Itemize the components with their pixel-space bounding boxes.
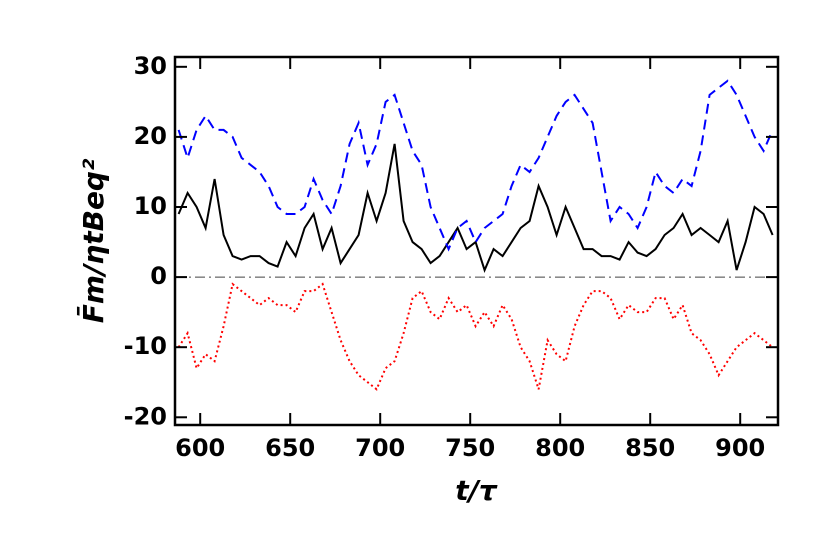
x-tick-label: 900	[715, 434, 765, 462]
y-tick-label: -10	[124, 332, 167, 360]
x-axis-label: t/τ	[455, 474, 498, 507]
y-tick-label: 20	[134, 122, 167, 150]
data-line	[177, 282, 774, 391]
data-line	[177, 143, 774, 273]
data-line	[177, 79, 774, 252]
x-tick-label: 750	[445, 434, 495, 462]
y-tick-label: 0	[150, 262, 167, 290]
x-tick-label: 600	[175, 434, 225, 462]
y-axis-label: F̄m/ηtBeq²	[76, 158, 110, 323]
y-tick-label: -20	[124, 402, 167, 430]
plot-frame	[173, 55, 780, 427]
y-tick-label: 30	[134, 52, 167, 80]
x-tick-label: 850	[625, 434, 675, 462]
x-tick-label: 800	[535, 434, 585, 462]
y-tick-label: 10	[134, 192, 167, 220]
x-tick-label: 700	[355, 434, 405, 462]
x-tick-label: 650	[265, 434, 315, 462]
